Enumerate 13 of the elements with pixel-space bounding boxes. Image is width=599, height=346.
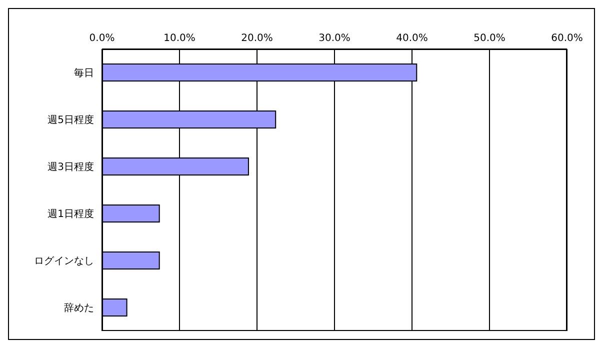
- x-tick-label: 40.0%: [396, 33, 428, 44]
- y-tick-label: 毎日: [74, 67, 94, 80]
- x-tick-label: 50.0%: [474, 33, 506, 44]
- y-tick-label: 辞めた: [64, 302, 94, 314]
- y-tick-label: 週1日程度: [48, 208, 94, 220]
- x-tick-label: 30.0%: [318, 33, 350, 44]
- x-tick-label: 20.0%: [241, 33, 273, 44]
- x-tick-label: 10.0%: [164, 33, 196, 44]
- x-tick-label: 60.0%: [551, 33, 583, 44]
- x-tick-label: 0.0%: [89, 33, 115, 44]
- y-tick-label: 週5日程度: [48, 114, 94, 126]
- y-tick-label: ログインなし: [34, 256, 94, 268]
- y-tick-label: 週3日程度: [48, 161, 94, 174]
